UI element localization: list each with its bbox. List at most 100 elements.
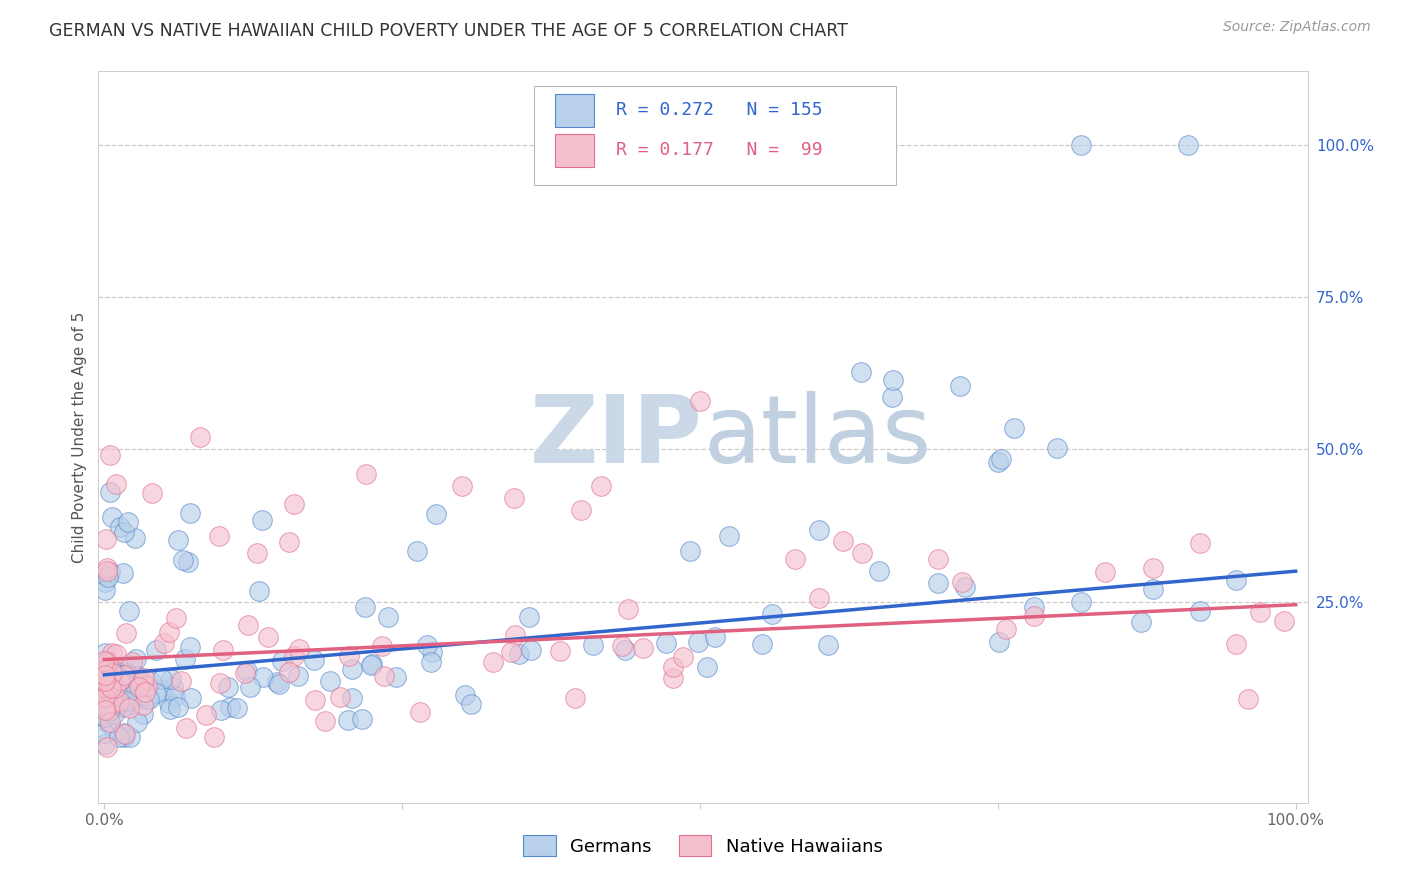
Text: Source: ZipAtlas.com: Source: ZipAtlas.com: [1223, 20, 1371, 34]
Point: [808, 523, 831, 537]
Point: [252, 670, 274, 684]
Point: [97, 704, 120, 718]
Point: [105, 476, 128, 491]
Point: [179, 506, 201, 520]
Point: [117, 516, 139, 530]
Point: [613, 643, 636, 657]
Point: [114, 677, 136, 691]
Point: [93, 692, 115, 706]
Point: [373, 668, 395, 682]
Point: [145, 686, 167, 700]
Point: [98, 485, 121, 500]
Point: [832, 533, 855, 548]
Point: [131, 706, 153, 721]
Point: [150, 683, 173, 698]
Point: [94, 583, 117, 598]
Point: [1272, 614, 1295, 628]
Point: [226, 700, 249, 714]
Point: [97, 687, 120, 701]
Point: [1002, 421, 1025, 435]
Point: [112, 730, 135, 744]
Point: [287, 642, 309, 657]
Point: [98, 658, 121, 673]
Point: [93, 685, 115, 699]
Point: [115, 665, 138, 680]
Point: [360, 658, 382, 673]
Point: [188, 430, 211, 444]
Point: [94, 667, 117, 681]
Point: [101, 510, 124, 524]
Point: [415, 638, 437, 652]
Point: [98, 448, 121, 462]
FancyBboxPatch shape: [555, 134, 595, 167]
Point: [112, 700, 135, 714]
Point: [114, 677, 136, 691]
Point: [360, 657, 382, 672]
Point: [112, 698, 135, 713]
Point: [93, 680, 115, 694]
Point: [145, 642, 167, 657]
Point: [100, 676, 122, 690]
Point: [125, 651, 148, 665]
Point: [107, 689, 129, 703]
Point: [1177, 137, 1199, 152]
Point: [96, 740, 118, 755]
Point: [266, 675, 288, 690]
Point: [118, 658, 141, 673]
Point: [582, 638, 605, 652]
Point: [672, 649, 695, 664]
Point: [141, 485, 163, 500]
Point: [118, 700, 141, 714]
Point: [157, 696, 180, 710]
Point: [159, 702, 181, 716]
Point: [98, 678, 121, 692]
Point: [703, 630, 725, 644]
Point: [97, 717, 120, 731]
Point: [370, 640, 392, 654]
Point: [287, 669, 309, 683]
Point: [377, 610, 399, 624]
Point: [121, 655, 143, 669]
Point: [454, 688, 477, 702]
Point: [236, 617, 259, 632]
Point: [202, 730, 225, 744]
Point: [93, 700, 115, 714]
Point: [152, 672, 174, 686]
Point: [955, 580, 977, 594]
Y-axis label: Child Poverty Under the Age of 5: Child Poverty Under the Age of 5: [72, 311, 87, 563]
Point: [1189, 604, 1212, 618]
Point: [208, 528, 231, 542]
Point: [132, 671, 155, 685]
Point: [267, 676, 290, 690]
Point: [209, 703, 232, 717]
Point: [100, 662, 122, 676]
Point: [987, 635, 1010, 649]
Point: [97, 570, 120, 584]
Point: [93, 673, 115, 688]
Point: [97, 682, 120, 697]
Point: [319, 674, 342, 689]
Point: [103, 696, 125, 710]
Point: [880, 390, 903, 404]
Point: [94, 670, 117, 684]
Point: [501, 645, 523, 659]
Point: [352, 712, 374, 726]
Point: [93, 574, 115, 589]
Point: [131, 674, 153, 689]
Point: [93, 657, 115, 671]
Point: [302, 653, 325, 667]
Point: [385, 670, 408, 684]
Point: [751, 637, 773, 651]
Point: [100, 688, 122, 702]
Point: [98, 715, 121, 730]
Point: [121, 680, 143, 694]
Point: [132, 698, 155, 712]
Point: [1022, 609, 1045, 624]
Point: [589, 479, 612, 493]
Point: [425, 507, 447, 521]
Point: [108, 520, 131, 534]
Point: [508, 647, 530, 661]
Point: [808, 591, 831, 605]
Point: [112, 668, 135, 682]
Point: [1249, 605, 1271, 619]
